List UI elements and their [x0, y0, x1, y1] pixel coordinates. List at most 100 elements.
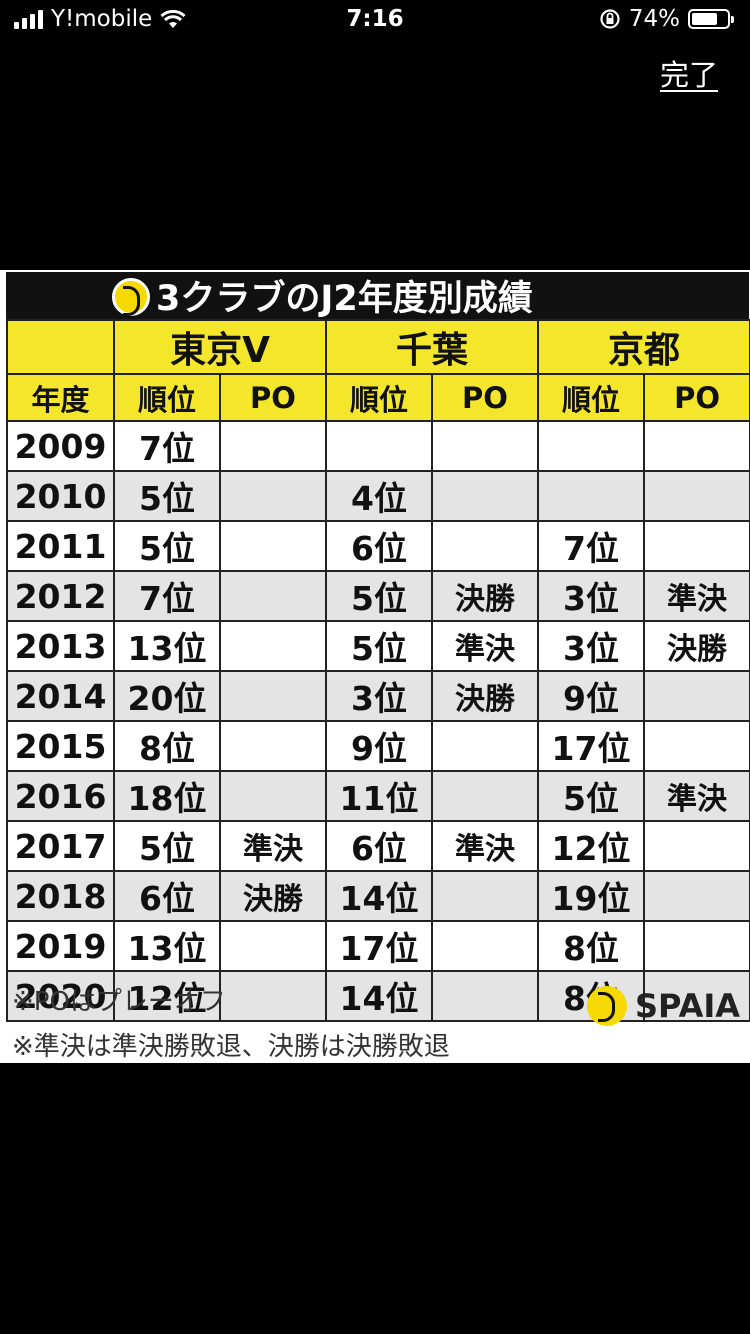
- battery-icon: [688, 9, 734, 29]
- rank-cell: 18位: [113, 770, 221, 822]
- year-cell: 2016: [6, 770, 115, 822]
- table-row: 2012 7位 5位 決勝 3位 準決: [6, 570, 750, 622]
- rank-cell: 5位: [325, 620, 433, 672]
- rank-cell: 11位: [325, 770, 433, 822]
- rank-cell: 12位: [537, 820, 646, 872]
- column-header: 順位: [537, 373, 646, 422]
- club-name: 東京V: [113, 319, 327, 375]
- rank-cell: 6位: [113, 870, 221, 922]
- rank-cell: 20位: [113, 670, 221, 722]
- playoff-cell: [430, 720, 540, 772]
- playoff-cell: 決勝: [643, 620, 750, 672]
- cellular-signal-icon: [14, 9, 43, 29]
- rank-cell: 17位: [325, 920, 433, 972]
- rank-cell: 6位: [325, 820, 433, 872]
- rank-cell: [325, 420, 433, 472]
- playoff-cell: [219, 920, 327, 972]
- playoff-cell: [430, 420, 540, 472]
- playoff-cell: 準決: [430, 820, 540, 872]
- playoff-cell: [430, 770, 540, 822]
- image-title: 3クラブのJ2年度別成績: [156, 279, 533, 319]
- playoff-cell: [430, 520, 540, 572]
- rank-cell: 5位: [113, 470, 221, 522]
- carrier-area: Y!mobile: [14, 6, 186, 32]
- year-cell: 2014: [6, 670, 115, 722]
- playoff-cell: [219, 720, 327, 772]
- battery-percent: 74%: [628, 6, 680, 32]
- column-header-row: 年度 順位 PO 順位 PO 順位 PO: [6, 373, 750, 422]
- column-header: 順位: [325, 373, 433, 422]
- year-cell: 2017: [6, 820, 115, 872]
- footnote: ※POはプレーオフ: [12, 987, 226, 1017]
- rank-cell: 8位: [537, 920, 646, 972]
- rank-cell: [537, 470, 646, 522]
- table-row: 2014 20位 3位 決勝 9位: [6, 670, 750, 722]
- wifi-icon: [160, 9, 186, 28]
- table-row: 202012位14位8位: [6, 970, 750, 1022]
- rank-cell: 4位: [325, 470, 433, 522]
- rank-cell: 12位: [113, 970, 221, 1022]
- results-table: 東京V 千葉 京都 年度 順位 PO 順位 PO 順位 PO 2009 7位 201…: [6, 319, 750, 1022]
- playoff-cell: 準決: [430, 620, 540, 672]
- rank-cell: 5位: [537, 770, 646, 822]
- playoff-cell: [219, 570, 327, 622]
- playoff-cell: [643, 470, 750, 522]
- playoff-cell: [219, 470, 327, 522]
- table-row: 2015 8位 9位 17位: [6, 720, 750, 772]
- playoff-cell: [643, 420, 750, 472]
- photo-view[interactable]: 3クラブのJ2年度別成績 東京V 千葉 京都 年度 順位 PO 順位 PO 順位…: [0, 270, 750, 1063]
- rank-cell: 17位: [537, 720, 646, 772]
- spaia-logo-icon: [587, 986, 627, 1026]
- playoff-cell: [430, 970, 540, 1022]
- club-header-row: 東京V 千葉 京都: [6, 319, 750, 375]
- rank-cell: 3位: [537, 570, 646, 622]
- chart-title-bar: 3クラブのJ2年度別成績: [6, 272, 749, 319]
- year-cell: 2011: [6, 520, 115, 572]
- column-header: PO: [430, 373, 540, 422]
- playoff-cell: [219, 670, 327, 722]
- playoff-cell: [643, 520, 750, 572]
- clock: 7:16: [346, 6, 404, 32]
- rank-cell: 9位: [325, 720, 433, 772]
- year-cell: 2020: [6, 970, 115, 1022]
- playoff-cell: [219, 520, 327, 572]
- playoff-cell: 準決: [643, 570, 750, 622]
- status-bar: Y!mobile 7:16 74%: [0, 0, 750, 44]
- column-header: PO: [643, 373, 750, 422]
- year-cell: 2013: [6, 620, 115, 672]
- club-name: 千葉: [324, 319, 540, 375]
- done-button[interactable]: 完了: [659, 58, 718, 92]
- spaia-logo-icon: [112, 278, 150, 316]
- table-row: 2011 5位 6位 7位: [6, 520, 750, 572]
- footnote: ※準決は準決勝敗退、決勝は決勝敗退: [12, 1032, 450, 1062]
- rank-cell: 3位: [325, 670, 433, 722]
- table-row: 2010 5位 4位: [6, 470, 750, 522]
- year-cell: 2019: [6, 920, 115, 972]
- brand-name: SPAIA: [635, 987, 740, 1025]
- playoff-cell: 決勝: [219, 870, 327, 922]
- playoff-cell: [643, 720, 750, 772]
- battery-area: 74%: [599, 6, 734, 32]
- rank-cell: 3位: [537, 620, 646, 672]
- rank-cell: 7位: [113, 420, 221, 472]
- playoff-cell: [643, 920, 750, 972]
- column-header: 年度: [6, 373, 115, 422]
- rank-cell: 13位: [113, 920, 221, 972]
- table-row: 2019 13位 17位 8位: [6, 920, 750, 972]
- year-cell: 2018: [6, 870, 115, 922]
- playoff-cell: [643, 820, 750, 872]
- year-cell: 2009: [6, 420, 115, 472]
- rank-cell: [537, 420, 646, 472]
- playoff-cell: [219, 970, 327, 1022]
- playoff-cell: [219, 420, 327, 472]
- table-row: 2009 7位: [6, 420, 750, 472]
- playoff-cell: 準決: [643, 770, 750, 822]
- playoff-cell: [219, 620, 327, 672]
- rank-cell: 19位: [537, 870, 646, 922]
- column-header: PO: [219, 373, 327, 422]
- rank-cell: 5位: [113, 520, 221, 572]
- rank-cell: 5位: [113, 820, 221, 872]
- playoff-cell: 決勝: [430, 570, 540, 622]
- brand-mark: SPAIA: [587, 986, 740, 1026]
- playoff-cell: [643, 970, 750, 1022]
